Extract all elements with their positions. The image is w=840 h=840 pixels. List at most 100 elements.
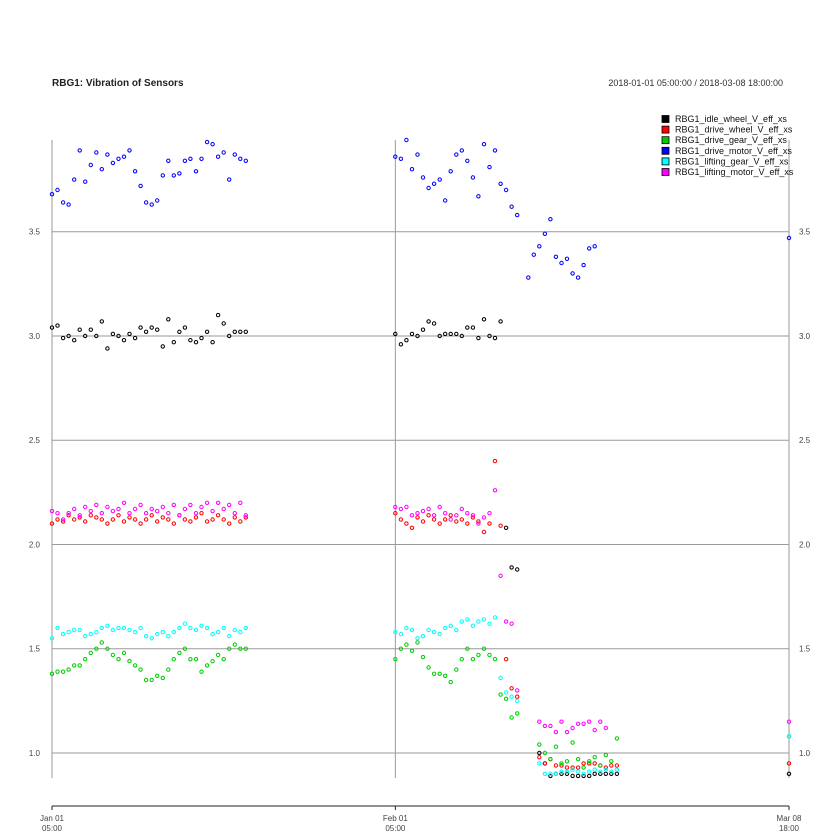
data-point — [570, 740, 575, 745]
data-point — [55, 669, 60, 674]
data-point — [415, 333, 420, 339]
data-point — [526, 275, 531, 280]
data-point — [49, 325, 55, 330]
data-point — [426, 513, 431, 518]
y-tick-label-left: 3.0 — [29, 332, 41, 341]
data-point — [215, 154, 221, 159]
data-point — [498, 692, 503, 697]
data-point — [238, 646, 243, 651]
data-point — [49, 636, 55, 641]
y-tick-label-left: 2.0 — [29, 540, 41, 549]
y-tick-label-right: 2.0 — [799, 540, 811, 549]
data-point — [492, 615, 498, 620]
data-point — [564, 759, 570, 764]
data-point — [94, 646, 99, 651]
data-point — [786, 734, 792, 739]
data-point — [155, 508, 160, 514]
data-point — [498, 675, 503, 681]
data-point — [210, 631, 215, 637]
data-point — [232, 515, 238, 520]
data-point — [204, 500, 210, 505]
data-point — [553, 771, 559, 776]
data-point — [160, 515, 166, 520]
data-point — [609, 771, 614, 776]
data-point — [199, 335, 204, 341]
data-point — [155, 519, 160, 524]
data-point — [88, 508, 94, 514]
data-point — [182, 158, 188, 164]
data-point — [171, 521, 177, 526]
data-point — [210, 517, 215, 522]
data-point — [127, 627, 132, 633]
data-point — [160, 504, 166, 510]
data-point — [94, 515, 99, 520]
data-point — [587, 719, 592, 724]
data-point — [581, 765, 586, 770]
data-point — [487, 333, 492, 339]
data-point — [415, 515, 420, 520]
data-point — [470, 515, 476, 520]
legend-swatch — [661, 125, 670, 134]
data-point — [243, 646, 249, 651]
data-point — [393, 331, 398, 337]
data-point — [437, 177, 442, 182]
data-point — [138, 325, 143, 330]
data-point — [548, 217, 553, 222]
data-point — [587, 761, 592, 766]
data-point — [55, 511, 60, 516]
data-point — [60, 335, 66, 341]
legend-label: RBG1_drive_wheel_V_eff_xs — [675, 125, 793, 135]
data-point — [155, 631, 160, 637]
data-point — [587, 769, 592, 774]
x-tick-label-time: 05:00 — [385, 824, 406, 833]
data-point — [509, 694, 514, 699]
data-point — [476, 335, 481, 341]
data-point — [210, 659, 215, 664]
data-point — [193, 515, 199, 520]
data-point — [415, 636, 420, 641]
data-point — [72, 177, 77, 182]
y-tick-label-right: 3.5 — [799, 228, 811, 237]
data-point — [592, 755, 597, 760]
data-point — [182, 517, 188, 522]
data-point — [221, 657, 226, 662]
data-point — [570, 773, 575, 779]
data-point — [243, 329, 249, 334]
data-point — [149, 513, 154, 518]
data-point — [454, 152, 459, 157]
data-point — [166, 511, 171, 516]
data-point — [83, 504, 88, 510]
data-point — [437, 631, 442, 637]
data-point — [110, 331, 116, 337]
data-point — [177, 513, 182, 518]
data-point — [481, 617, 487, 622]
data-point — [415, 152, 420, 157]
data-point — [509, 204, 514, 209]
data-point — [60, 517, 66, 522]
data-point — [166, 158, 171, 164]
data-point — [49, 521, 55, 526]
data-point — [592, 771, 597, 776]
data-point — [99, 167, 105, 172]
series-6 — [49, 488, 792, 735]
data-point — [193, 657, 199, 662]
data-point — [443, 511, 448, 516]
data-point — [487, 511, 492, 516]
data-point — [204, 139, 210, 145]
data-point — [215, 629, 221, 635]
data-point — [609, 759, 614, 764]
series-3 — [49, 640, 792, 770]
data-point — [132, 169, 138, 174]
data-point — [221, 625, 226, 631]
data-point — [177, 625, 182, 631]
data-point — [409, 648, 415, 653]
data-point — [492, 488, 498, 493]
data-point — [548, 723, 553, 729]
data-point — [77, 515, 82, 520]
data-point — [559, 761, 564, 766]
data-point — [503, 657, 509, 662]
legend-label: RBG1_lifting_gear_V_eff_xs — [675, 156, 789, 166]
data-point — [459, 657, 464, 662]
data-point — [60, 669, 66, 674]
data-point — [160, 675, 166, 681]
